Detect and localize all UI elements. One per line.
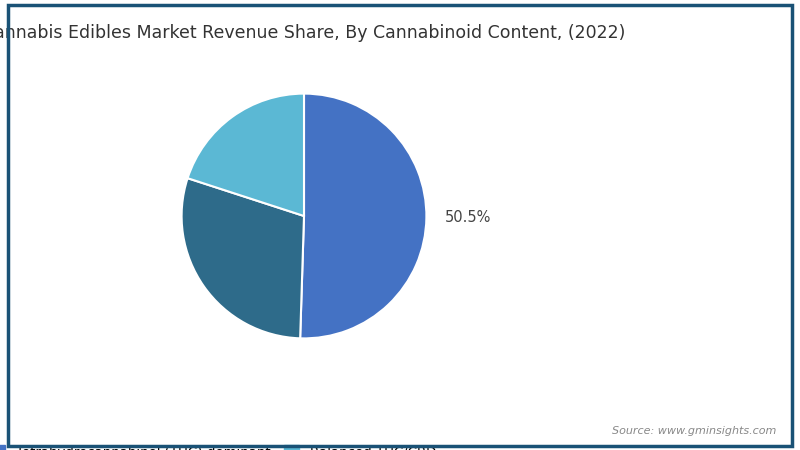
Legend: Tetrahydrocannabinol (THC)-dominant, Cannabidiol (CBD)-dominant, Balanced THC/CB: Tetrahydrocannabinol (THC)-dominant, Can… (0, 445, 436, 450)
Text: Source: www.gminsights.com: Source: www.gminsights.com (612, 427, 776, 436)
Title: Cannabis Edibles Market Revenue Share, By Cannabinoid Content, (2022): Cannabis Edibles Market Revenue Share, B… (0, 24, 626, 42)
Text: 50.5%: 50.5% (445, 210, 491, 225)
Wedge shape (187, 94, 304, 216)
Wedge shape (182, 178, 304, 338)
Wedge shape (300, 94, 426, 338)
